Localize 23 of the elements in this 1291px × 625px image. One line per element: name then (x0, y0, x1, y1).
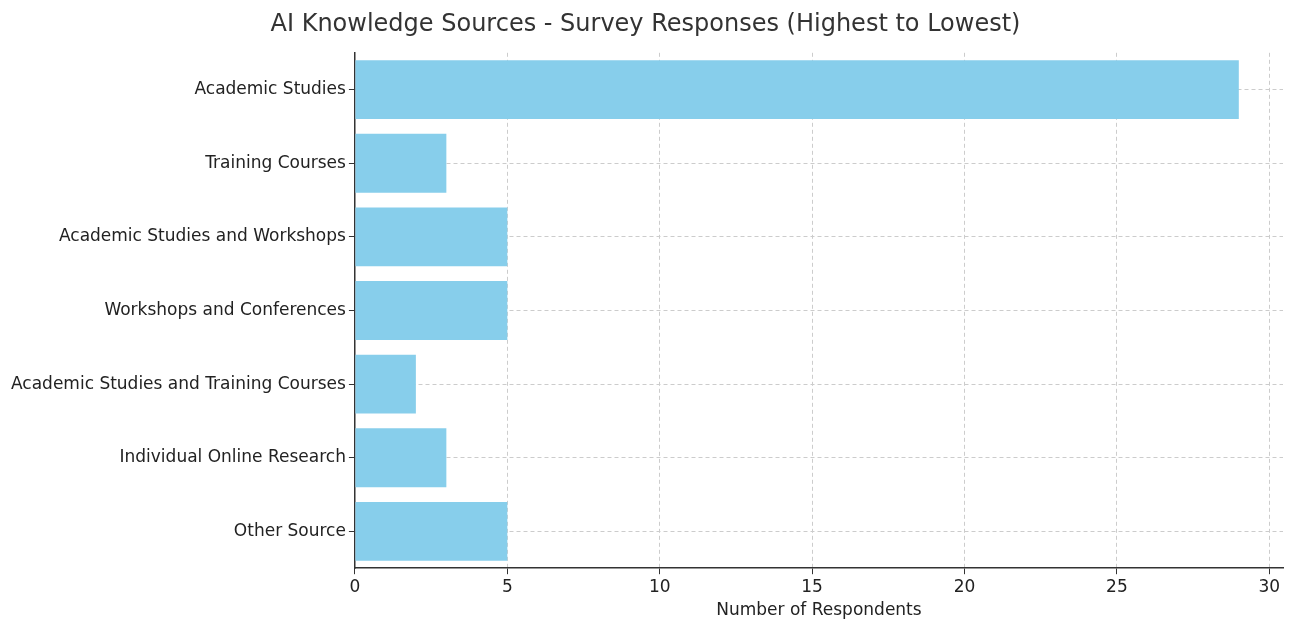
bar (355, 133, 447, 193)
x-tick-label: 15 (801, 575, 823, 596)
bar (355, 207, 508, 267)
y-tick-label: Workshops and Conferences (104, 298, 347, 319)
chart-title: AI Knowledge Sources - Survey Responses (Highest to Lowest) (270, 8, 1021, 37)
x-tick-label: 10 (648, 575, 671, 596)
y-tick-label: Academic Studies and Workshops (58, 225, 347, 246)
bar (355, 281, 508, 340)
y-tick-label: Academic Studies and Training Courses (11, 372, 347, 393)
bar (355, 428, 447, 488)
bar (355, 501, 508, 561)
x-tick-label: 20 (953, 575, 976, 596)
bar (355, 354, 416, 414)
x-tick-label: 30 (1258, 575, 1281, 596)
y-tick-label: Training Courses (204, 151, 347, 172)
x-tick-label: 0 (349, 575, 361, 596)
x-tick-label: 25 (1106, 575, 1128, 596)
x-tick-label: 5 (501, 575, 513, 596)
y-tick-label: Other Source (233, 519, 346, 540)
x-axis-title: Number of Respondents (716, 599, 922, 620)
bar (355, 60, 1239, 120)
y-tick-label: Individual Online Research (119, 446, 346, 467)
y-tick-label: Academic Studies (194, 78, 347, 99)
